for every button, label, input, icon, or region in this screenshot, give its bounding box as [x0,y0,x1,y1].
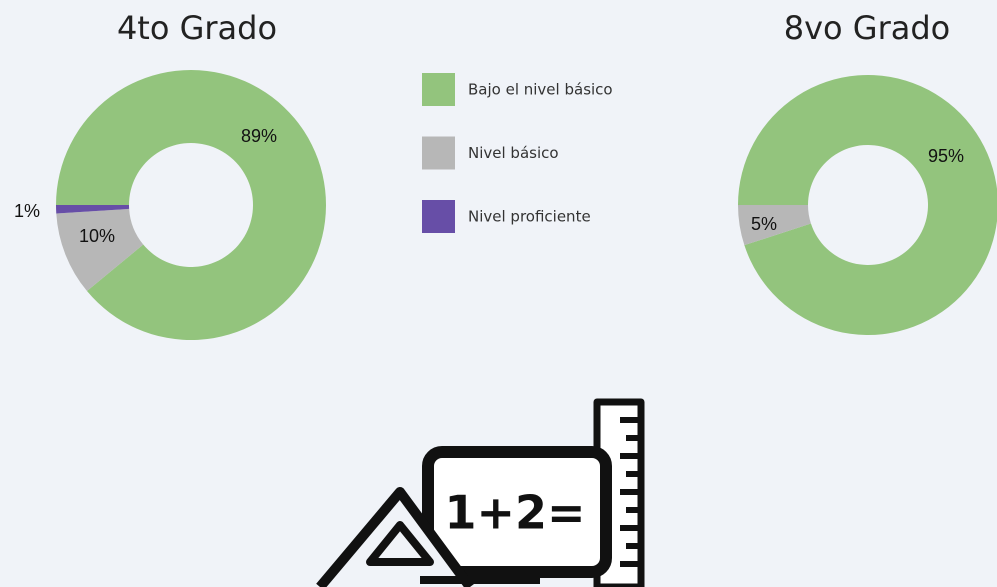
donut-slice [56,208,144,292]
chart-title: 4to Grado [117,9,277,47]
data-label: 95% [928,146,964,166]
ruler-ticks [620,417,638,567]
legend-label: Nivel básico [468,144,559,162]
donut-slice [56,69,326,341]
data-label: 10% [79,226,115,246]
donut-slice [738,205,811,246]
legend-swatch [422,136,455,170]
chart-title: 8vo Grado [784,9,951,47]
donut-slice [56,205,130,214]
donut-slice [738,75,997,335]
legend-swatch [422,73,455,106]
triangle-inner [366,521,434,566]
data-label: 89% [241,126,277,146]
legend-label: Bajo el nivel básico [468,81,613,99]
tablet [422,446,612,578]
legend-swatch [422,200,455,233]
legend-label: Nivel proficiente [468,208,591,226]
illustration: 1+2= [316,398,645,587]
data-label: 5% [751,214,777,234]
illustration-text: 1+2= [444,486,585,540]
data-label: 1% [14,201,40,221]
